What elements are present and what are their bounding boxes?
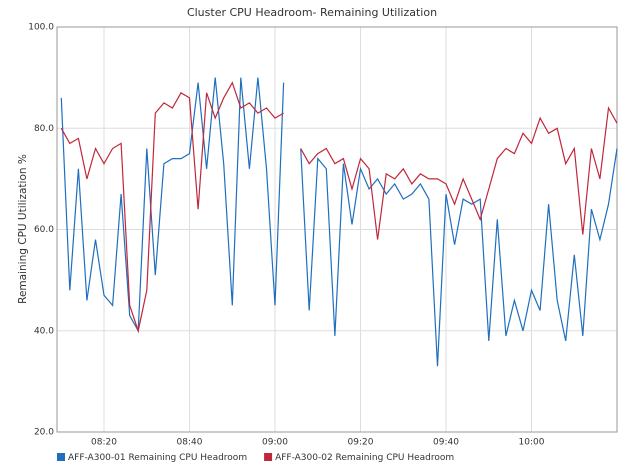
series-line xyxy=(60,77,618,367)
chart-title: Cluster CPU Headroom- Remaining Utilizat… xyxy=(187,6,437,19)
y-tick-label: 40.0 xyxy=(34,326,54,336)
x-tick-label: 09:20 xyxy=(348,438,374,448)
x-tick-label: 08:20 xyxy=(91,438,117,448)
x-tick-label: 10:00 xyxy=(519,438,545,448)
legend-label: AFF-A300-02 Remaining CPU Headroom xyxy=(275,453,454,463)
legend-label: AFF-A300-01 Remaining CPU Headroom xyxy=(68,453,247,463)
y-tick-label: 60.0 xyxy=(34,225,54,235)
x-tick-label: 09:40 xyxy=(433,438,459,448)
series-line xyxy=(60,81,618,334)
y-tick-label: 20.0 xyxy=(34,428,54,438)
y-tick-label: 100.0 xyxy=(28,23,54,33)
x-tick-label: 09:00 xyxy=(262,438,288,448)
legend-swatch xyxy=(264,453,273,461)
plot-border xyxy=(56,26,618,433)
y-axis-label: Remaining CPU Utilization % xyxy=(17,154,29,304)
x-tick-label: 08:40 xyxy=(177,438,203,448)
legend-swatch xyxy=(57,453,65,461)
y-tick-label: 80.0 xyxy=(34,124,54,134)
